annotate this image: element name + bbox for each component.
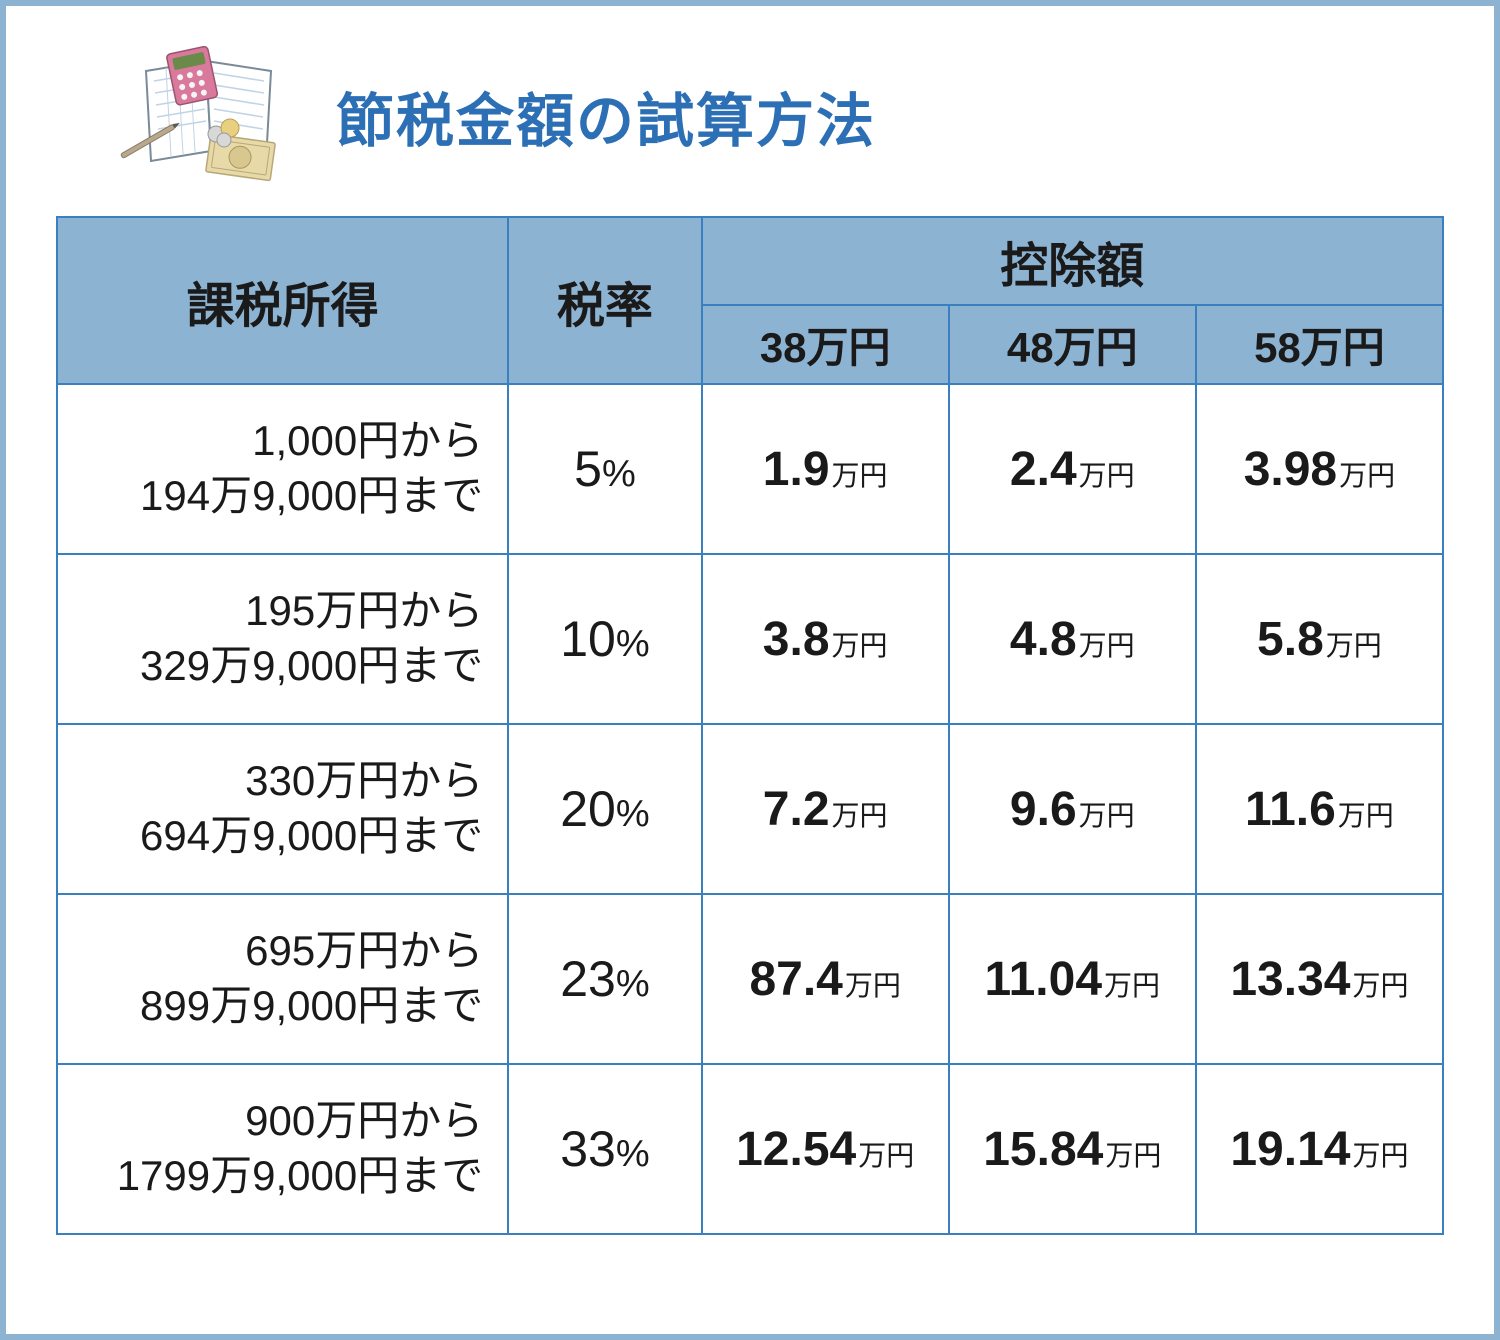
cell-value: 3.8万円 — [702, 554, 949, 724]
income-line2: 1799万9,000円まで — [117, 1152, 484, 1199]
percent-label: % — [616, 1133, 650, 1175]
income-line1: 1,000円から — [252, 417, 483, 464]
value-number: 2.4 — [1010, 443, 1077, 496]
value-unit: 万円 — [832, 800, 888, 831]
rate-number: 23 — [560, 951, 616, 1007]
value-number: 3.98 — [1244, 443, 1337, 496]
value-number: 11.6 — [1245, 783, 1336, 836]
percent-label: % — [616, 623, 650, 665]
table-row: 1,000円から 194万9,000円まで 5% 1.9万円 2.4万円 3.9… — [57, 384, 1443, 554]
cell-value: 2.4万円 — [949, 384, 1196, 554]
value-unit: 万円 — [845, 970, 901, 1001]
cell-value: 7.2万円 — [702, 724, 949, 894]
table-row: 900万円から 1799万9,000円まで 33% 12.54万円 15.84万… — [57, 1064, 1443, 1234]
percent-label: % — [616, 793, 650, 835]
cell-value: 5.8万円 — [1196, 554, 1443, 724]
value-unit: 万円 — [1105, 1140, 1161, 1171]
value-number: 3.8 — [763, 613, 830, 666]
value-number: 7.2 — [763, 783, 830, 836]
cell-income: 695万円から 899万9,000円まで — [57, 894, 508, 1064]
table-row: 195万円から 329万9,000円まで 10% 3.8万円 4.8万円 5.8… — [57, 554, 1443, 724]
cell-value: 1.9万円 — [702, 384, 949, 554]
income-line1: 900万円から — [245, 1097, 483, 1144]
table-row: 330万円から 694万9,000円まで 20% 7.2万円 9.6万円 11.… — [57, 724, 1443, 894]
value-number: 12.54 — [736, 1123, 856, 1176]
value-unit: 万円 — [1079, 460, 1135, 491]
table-body: 1,000円から 194万9,000円まで 5% 1.9万円 2.4万円 3.9… — [57, 384, 1443, 1234]
cell-value: 12.54万円 — [702, 1064, 949, 1234]
rate-number: 33 — [560, 1121, 616, 1177]
value-unit: 万円 — [1339, 460, 1395, 491]
cell-rate: 23% — [508, 894, 701, 1064]
cell-rate: 10% — [508, 554, 701, 724]
page-container: 節税金額の試算方法 課税所得 税率 控除額 38万円 48万円 58万円 1,0… — [0, 0, 1500, 1340]
value-unit: 万円 — [1352, 1140, 1408, 1171]
value-number: 5.8 — [1257, 613, 1324, 666]
cell-rate: 20% — [508, 724, 701, 894]
th-deduction-1: 38万円 — [702, 305, 949, 384]
th-deduction-2: 48万円 — [949, 305, 1196, 384]
cell-value: 13.34万円 — [1196, 894, 1443, 1064]
value-unit: 万円 — [858, 1140, 914, 1171]
cell-value: 19.14万円 — [1196, 1064, 1443, 1234]
cell-value: 3.98万円 — [1196, 384, 1443, 554]
table-row: 695万円から 899万9,000円まで 23% 87.4万円 11.04万円 … — [57, 894, 1443, 1064]
cell-income: 1,000円から 194万9,000円まで — [57, 384, 508, 554]
cell-value: 11.6万円 — [1196, 724, 1443, 894]
income-line2: 899万9,000円まで — [140, 982, 483, 1029]
cell-rate: 5% — [508, 384, 701, 554]
page-title: 節税金額の試算方法 — [336, 74, 876, 158]
percent-label: % — [616, 963, 650, 1005]
value-number: 11.04 — [985, 953, 1102, 1006]
cell-rate: 33% — [508, 1064, 701, 1234]
percent-label: % — [602, 453, 636, 495]
value-number: 1.9 — [763, 443, 830, 496]
cell-value: 87.4万円 — [702, 894, 949, 1064]
value-number: 15.84 — [983, 1123, 1103, 1176]
th-deduction-group: 控除額 — [702, 217, 1443, 305]
th-deduction-3: 58万円 — [1196, 305, 1443, 384]
rate-number: 10 — [560, 611, 616, 667]
rate-number: 5 — [574, 441, 602, 497]
value-number: 9.6 — [1010, 783, 1077, 836]
value-unit: 万円 — [1352, 970, 1408, 1001]
cell-income: 900万円から 1799万9,000円まで — [57, 1064, 508, 1234]
cell-value: 15.84万円 — [949, 1064, 1196, 1234]
value-number: 87.4 — [749, 953, 842, 1006]
notebook-calculator-icon — [116, 46, 306, 186]
value-unit: 万円 — [1079, 630, 1135, 661]
cell-value: 4.8万円 — [949, 554, 1196, 724]
income-line2: 329万9,000円まで — [140, 642, 483, 689]
value-number: 4.8 — [1010, 613, 1077, 666]
tax-table: 課税所得 税率 控除額 38万円 48万円 58万円 1,000円から 194万… — [56, 216, 1444, 1235]
cell-value: 9.6万円 — [949, 724, 1196, 894]
value-unit: 万円 — [1079, 800, 1135, 831]
value-number: 19.14 — [1230, 1123, 1350, 1176]
income-line1: 695万円から — [245, 927, 483, 974]
cell-value: 11.04万円 — [949, 894, 1196, 1064]
header: 節税金額の試算方法 — [56, 46, 1444, 186]
income-line2: 694万9,000円まで — [140, 812, 483, 859]
income-line1: 195万円から — [245, 587, 483, 634]
value-unit: 万円 — [1326, 630, 1382, 661]
cell-income: 195万円から 329万9,000円まで — [57, 554, 508, 724]
rate-number: 20 — [560, 781, 616, 837]
th-income: 課税所得 — [57, 217, 508, 384]
value-unit: 万円 — [1104, 970, 1160, 1001]
th-rate: 税率 — [508, 217, 701, 384]
value-number: 13.34 — [1230, 953, 1350, 1006]
value-unit: 万円 — [1338, 800, 1394, 831]
value-unit: 万円 — [832, 630, 888, 661]
cell-income: 330万円から 694万9,000円まで — [57, 724, 508, 894]
income-line2: 194万9,000円まで — [140, 472, 483, 519]
income-line1: 330万円から — [245, 757, 483, 804]
value-unit: 万円 — [832, 460, 888, 491]
